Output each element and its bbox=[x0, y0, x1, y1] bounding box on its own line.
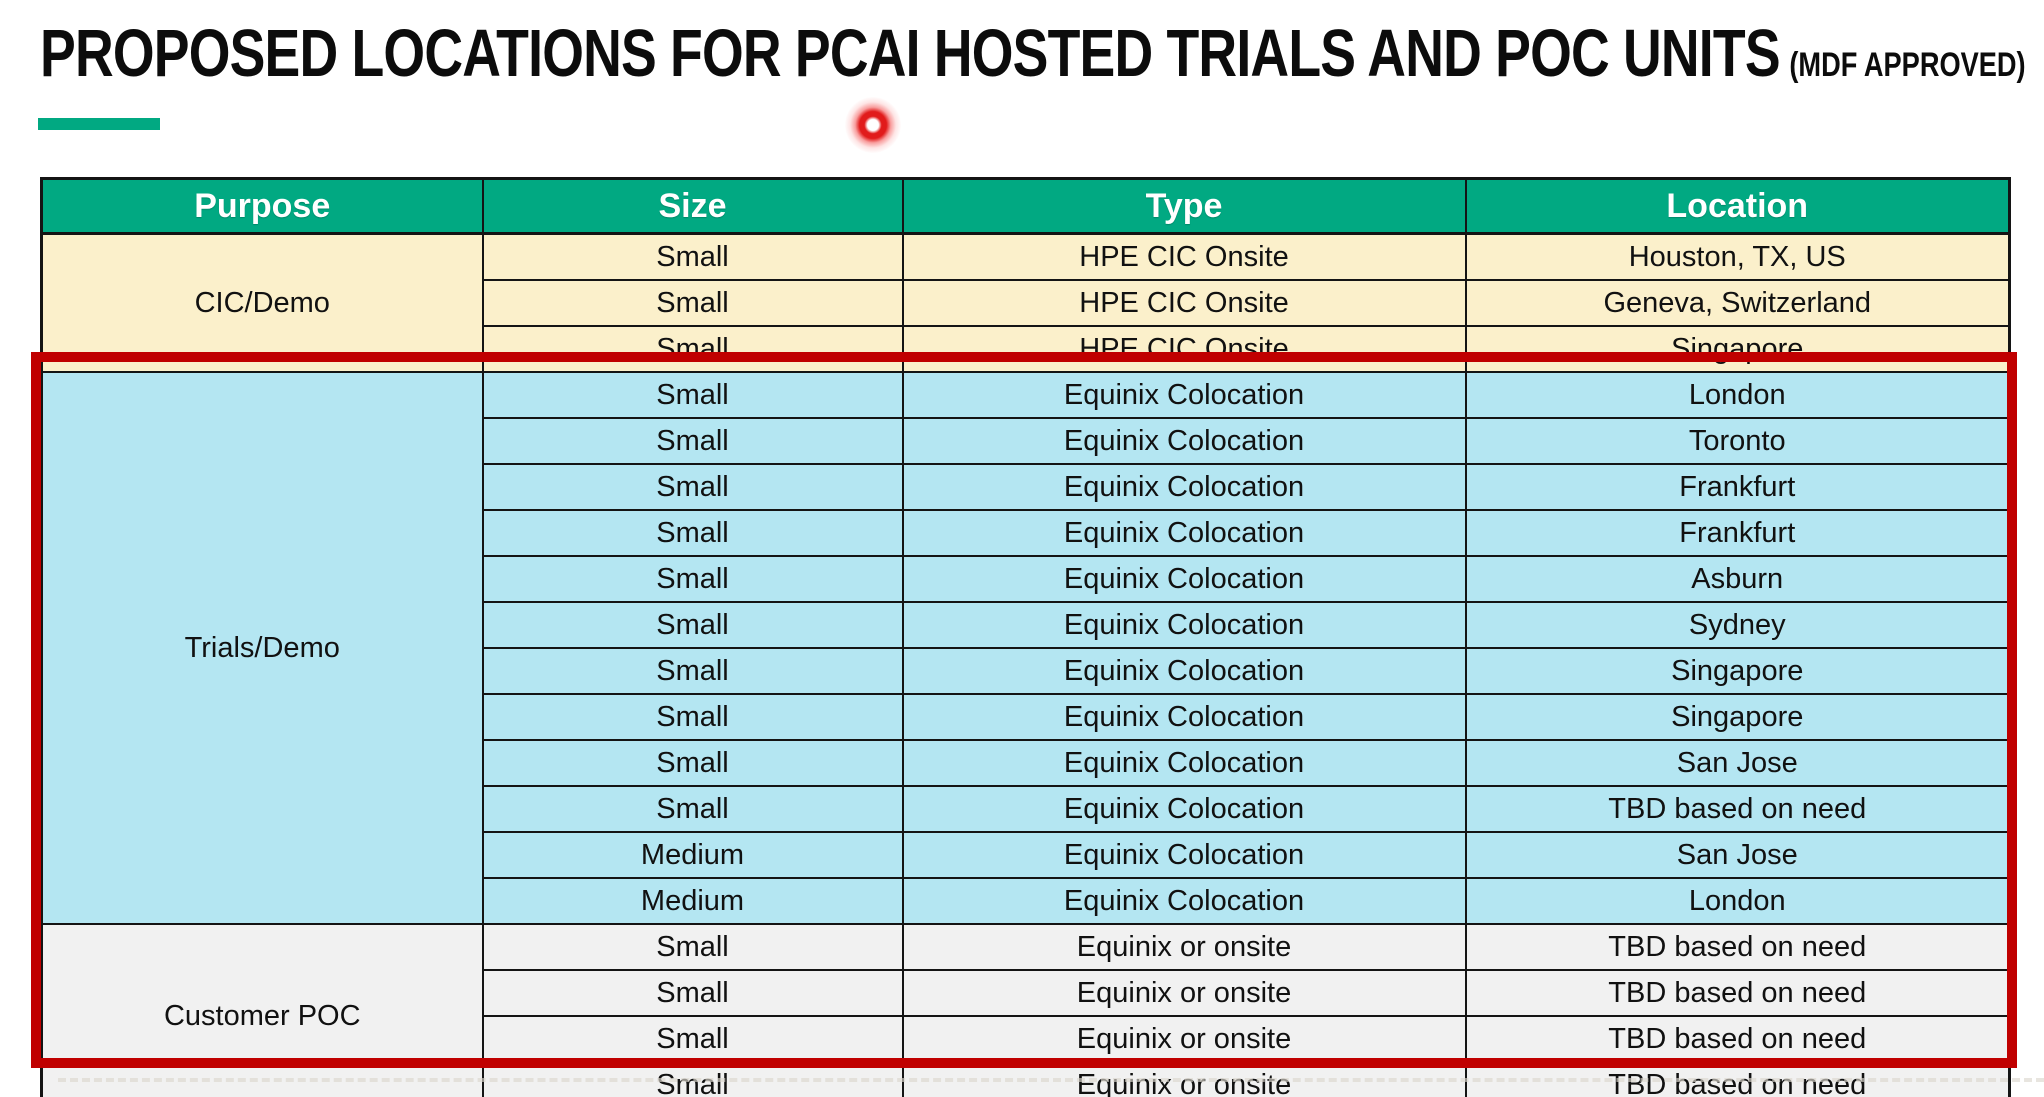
location-cell: Singapore bbox=[1464, 647, 2011, 695]
size-cell: Small bbox=[481, 1061, 904, 1097]
table-row: Trials/Demo Small Equinix Colocation London bbox=[40, 371, 2011, 925]
table-row: Small Equinix Colocation Singapore bbox=[42, 647, 2011, 695]
type-cell: Equinix Colocation bbox=[901, 509, 1467, 557]
table-header-row: Purpose Size Type Location bbox=[40, 177, 2011, 235]
type-cell: Equinix Colocation bbox=[901, 601, 1467, 649]
size-cell: Small bbox=[481, 371, 904, 419]
size-cell: Small bbox=[481, 232, 904, 281]
size-cell: Small bbox=[481, 785, 904, 833]
size-cell: Small bbox=[481, 463, 904, 511]
table-row: Small Equinix Colocation Sydney bbox=[42, 601, 2011, 649]
page-title: PROPOSED LOCATIONS FOR PCAI HOSTED TRIAL… bbox=[40, 20, 2026, 87]
location-cell: Sydney bbox=[1464, 601, 2011, 649]
location-cell: Toronto bbox=[1464, 417, 2011, 465]
size-cell: Small bbox=[481, 509, 904, 557]
table-row: Medium Equinix Colocation London bbox=[42, 877, 2011, 925]
table-body: CIC/Demo Small HPE CIC Onsite Houston, TX, … bbox=[40, 232, 2011, 1097]
column-header-location: Location bbox=[1464, 177, 2011, 235]
location-cell: TBD based on need bbox=[1464, 1061, 2011, 1097]
title-accent-bar bbox=[38, 118, 160, 130]
page-title-suffix: (MDF APPROVED) bbox=[1789, 46, 2026, 84]
size-cell: Small bbox=[481, 417, 904, 465]
page-title-text: PROPOSED LOCATIONS FOR PCAI HOSTED TRIAL… bbox=[40, 16, 1781, 91]
size-cell: Small bbox=[481, 555, 904, 603]
location-cell: San Jose bbox=[1464, 831, 2011, 879]
type-cell: HPE CIC Onsite bbox=[901, 325, 1467, 373]
location-cell: TBD based on need bbox=[1464, 923, 2011, 971]
size-cell: Small bbox=[481, 739, 904, 787]
type-cell: Equinix Colocation bbox=[901, 555, 1467, 603]
location-cell: TBD based on need bbox=[1464, 785, 2011, 833]
table-row: CIC/Demo Small HPE CIC Onsite Houston, TX, … bbox=[40, 232, 2011, 373]
table-row: Small HPE CIC Onsite Geneva, Switzerland bbox=[42, 279, 2011, 327]
table-row: Small Equinix Colocation Asburn bbox=[42, 555, 2011, 603]
size-cell: Small bbox=[481, 325, 904, 373]
size-cell: Small bbox=[481, 969, 904, 1017]
type-cell: Equinix or onsite bbox=[901, 1015, 1467, 1063]
size-cell: Small bbox=[481, 647, 904, 695]
location-cell: Houston, TX, US bbox=[1464, 232, 2011, 281]
column-header-type: Type bbox=[901, 177, 1467, 235]
location-cell: Geneva, Switzerland bbox=[1464, 279, 2011, 327]
location-cell: Singapore bbox=[1464, 325, 2011, 373]
table-row: Small Equinix Colocation Frankfurt bbox=[42, 509, 2011, 557]
location-cell: San Jose bbox=[1464, 739, 2011, 787]
type-cell: HPE CIC Onsite bbox=[901, 279, 1467, 327]
type-cell: HPE CIC Onsite bbox=[901, 232, 1467, 281]
location-cell: London bbox=[1464, 371, 2011, 419]
type-cell: Equinix Colocation bbox=[901, 785, 1467, 833]
size-cell: Small bbox=[481, 601, 904, 649]
type-cell: Equinix or onsite bbox=[901, 923, 1467, 971]
location-cell: Singapore bbox=[1464, 693, 2011, 741]
table-row: Small Equinix or onsite TBD based on need bbox=[42, 1015, 2011, 1063]
size-cell: Medium bbox=[481, 877, 904, 925]
location-cell: Frankfurt bbox=[1464, 509, 2011, 557]
table-row: Small Equinix Colocation San Jose bbox=[42, 739, 2011, 787]
table-row: Customer POC Small Equinix or onsite TBD ba… bbox=[40, 923, 2011, 1097]
type-cell: Equinix Colocation bbox=[901, 831, 1467, 879]
table-row: Medium Equinix Colocation San Jose bbox=[42, 831, 2011, 879]
table-row: Small Equinix Colocation Singapore bbox=[42, 693, 2011, 741]
type-cell: Equinix or onsite bbox=[901, 969, 1467, 1017]
type-cell: Equinix Colocation bbox=[901, 877, 1467, 925]
location-cell: TBD based on need bbox=[1464, 969, 2011, 1017]
laser-pointer-dot bbox=[845, 97, 901, 153]
location-cell: London bbox=[1464, 877, 2011, 925]
table-row: Small Equinix or onsite TBD based on need bbox=[42, 969, 2011, 1017]
column-header-purpose: Purpose bbox=[40, 177, 484, 235]
size-cell: Small bbox=[481, 1015, 904, 1063]
location-cell: TBD based on need bbox=[1464, 1015, 2011, 1063]
purpose-cell: Trials/Demo bbox=[40, 371, 484, 925]
type-cell: Equinix Colocation bbox=[901, 371, 1467, 419]
type-cell: Equinix Colocation bbox=[901, 463, 1467, 511]
table-row: Small Equinix Colocation TBD based on need bbox=[42, 785, 2011, 833]
purpose-cell: CIC/Demo bbox=[40, 232, 484, 373]
size-cell: Medium bbox=[481, 831, 904, 879]
column-header-size: Size bbox=[481, 177, 904, 235]
table-row: Small Equinix Colocation Frankfurt bbox=[42, 463, 2011, 511]
purpose-cell: Customer POC bbox=[40, 923, 484, 1097]
type-cell: Equinix Colocation bbox=[901, 739, 1467, 787]
type-cell: Equinix or onsite bbox=[901, 1061, 1467, 1097]
locations-table: Purpose Size Type Location CIC/Demo Small… bbox=[40, 177, 2011, 1097]
location-cell: Frankfurt bbox=[1464, 463, 2011, 511]
type-cell: Equinix Colocation bbox=[901, 647, 1467, 695]
type-cell: Equinix Colocation bbox=[901, 417, 1467, 465]
size-cell: Small bbox=[481, 923, 904, 971]
size-cell: Small bbox=[481, 279, 904, 327]
location-cell: Asburn bbox=[1464, 555, 2011, 603]
size-cell: Small bbox=[481, 693, 904, 741]
table-row: Small Equinix Colocation Toronto bbox=[42, 417, 2011, 465]
type-cell: Equinix Colocation bbox=[901, 693, 1467, 741]
